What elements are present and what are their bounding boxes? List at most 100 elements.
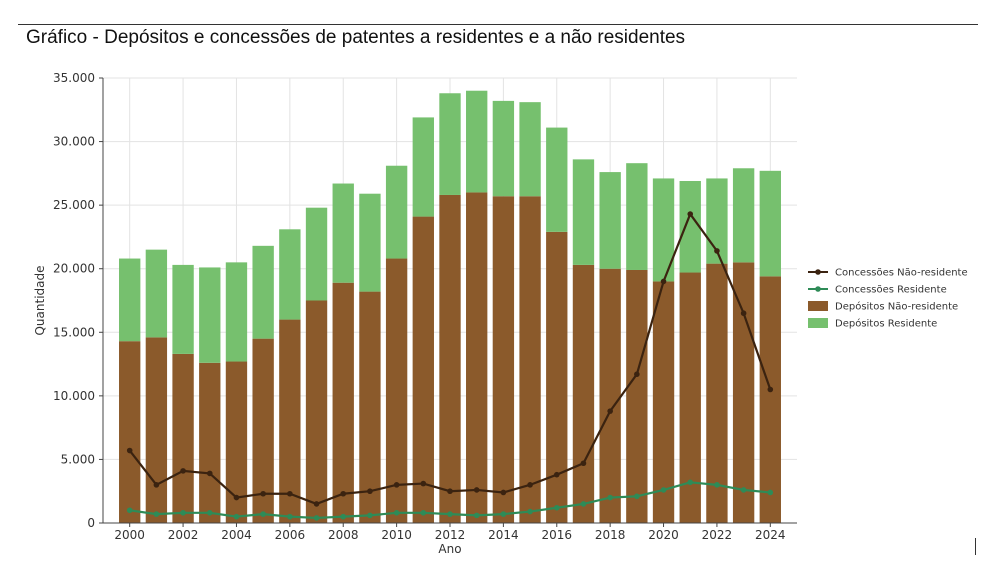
bar-segment — [412, 216, 434, 524]
data-point — [660, 278, 667, 285]
data-point — [580, 460, 587, 467]
bar-segment — [252, 245, 274, 339]
bar-segment — [652, 281, 675, 523]
x-tick-label: 2008 — [328, 528, 359, 542]
bar-segment — [466, 192, 488, 523]
legend-entry: Depósitos Residente — [835, 318, 937, 330]
data-point — [233, 513, 240, 520]
bar-segment — [385, 165, 408, 259]
legend-swatch-marker — [815, 286, 821, 292]
data-point — [714, 248, 720, 254]
bar-segment — [385, 258, 408, 523]
bar-segment — [439, 194, 461, 523]
data-point — [126, 447, 133, 454]
bar-segment — [626, 163, 648, 270]
data-point — [367, 488, 373, 495]
bar-segment — [145, 249, 168, 338]
data-point — [580, 501, 587, 507]
x-tick-label: 2000 — [114, 528, 145, 542]
data-point — [180, 510, 186, 516]
bar-segment — [305, 300, 328, 523]
legend-entry: Concessões Não-residente — [835, 268, 968, 279]
bar-segment — [759, 170, 781, 277]
data-point — [393, 510, 400, 516]
bar-segment — [492, 196, 515, 523]
y-tick-label: 20.000 — [53, 262, 95, 276]
bar-segment — [359, 291, 381, 523]
x-tick-label: 2014 — [488, 528, 519, 542]
data-point — [340, 490, 347, 497]
axis-layer: 0 5.000 10.000 15.000 20.000 25.000 30.000 35.0… — [53, 71, 797, 542]
legend-entry: Depósitos Não-residente — [835, 301, 958, 313]
x-tick-label: 2010 — [381, 528, 412, 542]
legend-entry: Concessões Residente — [835, 285, 947, 296]
bar-segment — [546, 231, 568, 524]
data-point — [287, 490, 293, 497]
bar-segment — [759, 276, 781, 523]
data-point — [553, 471, 560, 478]
x-tick-label: 2022 — [702, 528, 733, 542]
bar-segment — [225, 361, 248, 523]
legend: Concessões Não-residente Concessões Resid… — [808, 268, 968, 330]
data-point — [527, 508, 533, 515]
x-tick-label: 2020 — [648, 528, 679, 542]
bar-segment — [599, 268, 621, 523]
bar-segment — [572, 159, 595, 265]
data-point — [206, 510, 213, 516]
data-point — [634, 371, 640, 378]
bar-segment — [732, 262, 755, 523]
bar-segment — [706, 263, 728, 523]
bar-segment — [599, 172, 621, 269]
data-point — [340, 513, 347, 520]
data-point — [607, 408, 613, 414]
bar-segment — [652, 178, 675, 282]
y-tick-label: 0 — [87, 516, 95, 530]
data-point — [420, 480, 427, 487]
bar-segment — [492, 100, 515, 197]
data-point — [420, 510, 427, 516]
y-tick-label: 5.000 — [61, 452, 95, 466]
x-axis-label: Ano — [438, 542, 461, 556]
bar-segment — [145, 337, 168, 523]
bar-segment — [572, 264, 595, 523]
y-tick-label: 35.000 — [53, 71, 95, 85]
bar-segment — [546, 127, 568, 232]
line-layer — [126, 211, 774, 521]
y-tick-label: 15.000 — [53, 325, 95, 339]
data-point — [740, 487, 747, 493]
bar-segment — [679, 180, 701, 273]
data-point — [473, 487, 480, 493]
data-point — [687, 479, 694, 486]
data-point — [233, 494, 240, 501]
x-tick-label: 2018 — [595, 528, 626, 542]
x-tick-label: 2006 — [275, 528, 306, 542]
data-point — [313, 515, 320, 521]
bar-segment — [519, 196, 541, 523]
bar-segment — [252, 338, 274, 523]
bar-segment — [332, 282, 354, 523]
data-point — [473, 512, 480, 519]
bar-segment — [626, 269, 648, 523]
data-point — [767, 489, 774, 496]
data-point — [607, 494, 613, 501]
data-point — [153, 511, 160, 517]
data-point — [126, 507, 133, 514]
bar-layer — [119, 90, 781, 524]
bar-segment — [199, 362, 221, 523]
legend-swatch-box — [808, 318, 828, 328]
chart-title: Gráfico - Depósitos e concessões de pate… — [26, 27, 686, 48]
x-tick-label: 2002 — [168, 528, 199, 542]
legend-swatch-marker — [815, 269, 821, 275]
data-point — [367, 512, 373, 519]
bar-segment — [332, 183, 354, 283]
bar-segment — [119, 341, 141, 523]
y-tick-label: 30.000 — [53, 135, 95, 149]
bar-segment — [679, 272, 701, 523]
data-point — [767, 386, 774, 393]
y-tick-label: 25.000 — [53, 198, 95, 212]
data-point — [500, 511, 507, 517]
x-tick-label: 2016 — [541, 528, 572, 542]
data-point — [714, 482, 720, 488]
y-axis-label: Quantidade — [33, 265, 47, 335]
